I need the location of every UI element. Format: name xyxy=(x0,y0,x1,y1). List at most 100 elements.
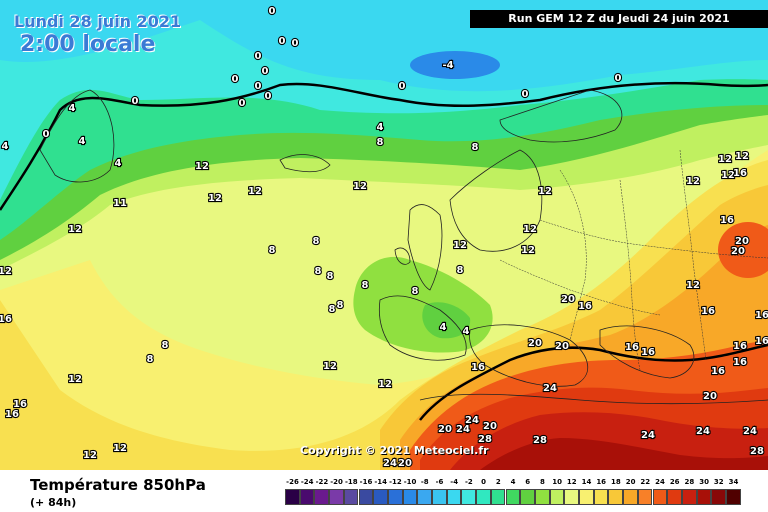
legend-value: 12 xyxy=(566,478,577,486)
isotherm-label: 12 xyxy=(721,170,735,181)
isotherm-label: 20 xyxy=(483,421,497,432)
isotherm-label: 0 xyxy=(269,6,276,17)
isotherm-label: 12 xyxy=(453,240,467,251)
legend-value: 4 xyxy=(510,478,516,486)
variable-title: Température 850hPa xyxy=(30,476,206,494)
isotherm-label: 8 xyxy=(315,266,322,277)
isotherm-label: 8 xyxy=(457,265,464,276)
forecast-date: Lundi 28 juin 2021 xyxy=(14,12,182,31)
legend-value: -16 xyxy=(359,478,373,486)
isotherm-label: 0 xyxy=(265,91,272,102)
isotherm-label: 12 xyxy=(735,151,749,162)
legend-value: -14 xyxy=(374,478,388,486)
legend-swatch xyxy=(476,489,491,505)
legend-swatch xyxy=(432,489,447,505)
legend-value: -6 xyxy=(435,478,444,486)
isotherm-label: 0 xyxy=(232,74,239,85)
legend-value: 32 xyxy=(713,478,724,486)
legend-value: -24 xyxy=(300,478,314,486)
legend-value: -26 xyxy=(286,478,299,486)
isotherm-label: 8 xyxy=(412,286,419,297)
legend-value: -18 xyxy=(344,478,358,486)
legend-value: 6 xyxy=(525,478,531,486)
forecast-time: 2:00 locale xyxy=(20,32,156,57)
isotherm-label: 16 xyxy=(0,314,12,325)
legend-swatch xyxy=(726,489,741,505)
isotherm-label: 12 xyxy=(718,154,732,165)
legend-value: -8 xyxy=(420,478,429,486)
isotherm-label: 12 xyxy=(686,176,700,187)
green-core xyxy=(422,302,471,339)
isotherm-label: 0 xyxy=(132,96,139,107)
isotherm-label: 12 xyxy=(353,181,367,192)
isotherm-label: 16 xyxy=(625,342,639,353)
isotherm-label: 4 xyxy=(2,141,9,152)
legend-swatch xyxy=(667,489,682,505)
legend-swatch xyxy=(285,489,300,505)
isotherm-label: 16 xyxy=(755,310,768,321)
isotherm-label: 8 xyxy=(269,245,276,256)
isotherm-label: 16 xyxy=(733,341,747,352)
isotherm-label: 24 xyxy=(543,383,557,394)
legend-value: 28 xyxy=(684,478,695,486)
isotherm-label: 8 xyxy=(329,304,336,315)
isotherm-label: 20 xyxy=(555,341,569,352)
isotherm-label: 24 xyxy=(641,430,655,441)
legend-value: 34 xyxy=(728,478,739,486)
isotherm-label: 28 xyxy=(478,434,492,445)
isotherm-label: 12 xyxy=(83,450,97,461)
coastlines xyxy=(39,89,768,405)
isotherm-label: 24 xyxy=(465,415,479,426)
isotherm-label: 16 xyxy=(13,399,27,410)
legend-swatch xyxy=(329,489,344,505)
isotherm-label: 12 xyxy=(378,379,392,390)
legend-swatch xyxy=(549,489,565,505)
legend-swatch xyxy=(637,489,653,505)
isotherm-label: 20 xyxy=(438,424,452,435)
legend-swatch xyxy=(711,489,726,505)
isotherm-label: 4 xyxy=(440,322,447,333)
isotherm-label: 8 xyxy=(362,280,369,291)
legend-value: 30 xyxy=(699,478,709,486)
isotherm-label: 4 xyxy=(115,158,122,169)
isotherm-label: 0 xyxy=(262,66,269,77)
isotherm-label: 0 xyxy=(399,81,406,92)
isotherm-label: 16 xyxy=(578,301,592,312)
legend-swatch xyxy=(490,489,506,505)
legend-value: 24 xyxy=(655,478,665,486)
legend-swatch xyxy=(623,489,638,505)
isotherm-label: 20 xyxy=(561,294,575,305)
isotherm-label: 0 xyxy=(239,98,246,109)
legend-value: 10 xyxy=(552,478,562,486)
legend-swatch xyxy=(402,489,418,505)
legend-value: -22 xyxy=(315,478,329,486)
legend-value: -2 xyxy=(465,478,473,486)
isotherm-label: 20 xyxy=(735,236,749,247)
legend-swatch xyxy=(505,489,521,505)
isotherm-label: 8 xyxy=(327,271,334,282)
color-legend: -26 -24 -22 -20 -18 -16 -14 -12 -10 -8 -6 -4 -2 0 2 4 6 8… xyxy=(285,478,741,508)
hot-spot-east xyxy=(718,222,768,278)
isotherm-label: 12 xyxy=(113,443,127,454)
legend-swatch xyxy=(564,489,579,505)
isotherm-label: 24 xyxy=(743,426,757,437)
legend-value: 18 xyxy=(611,478,621,486)
legend-value: 22 xyxy=(640,478,651,486)
isotherm-label: 0 xyxy=(522,89,529,100)
isotherm-label: 12 xyxy=(68,374,82,385)
legend-swatch xyxy=(446,489,462,505)
legend-swatch xyxy=(520,489,535,505)
legend-value: 0 xyxy=(481,478,487,486)
legend-value: 26 xyxy=(669,478,680,486)
isotherm-label: 16 xyxy=(471,362,485,373)
isotherm-label: 16 xyxy=(641,347,655,358)
isotherm-label: 4 xyxy=(69,103,76,114)
legend-value: 14 xyxy=(581,478,592,486)
legend-swatch xyxy=(696,489,712,505)
isotherm-label: 8 xyxy=(313,236,320,247)
isotherm-label: 12 xyxy=(523,224,537,235)
zone-28 xyxy=(480,438,768,470)
isotherm-label: 11 xyxy=(113,198,127,209)
legend-swatch xyxy=(314,489,330,505)
isotherm-label: 4 xyxy=(79,136,86,147)
